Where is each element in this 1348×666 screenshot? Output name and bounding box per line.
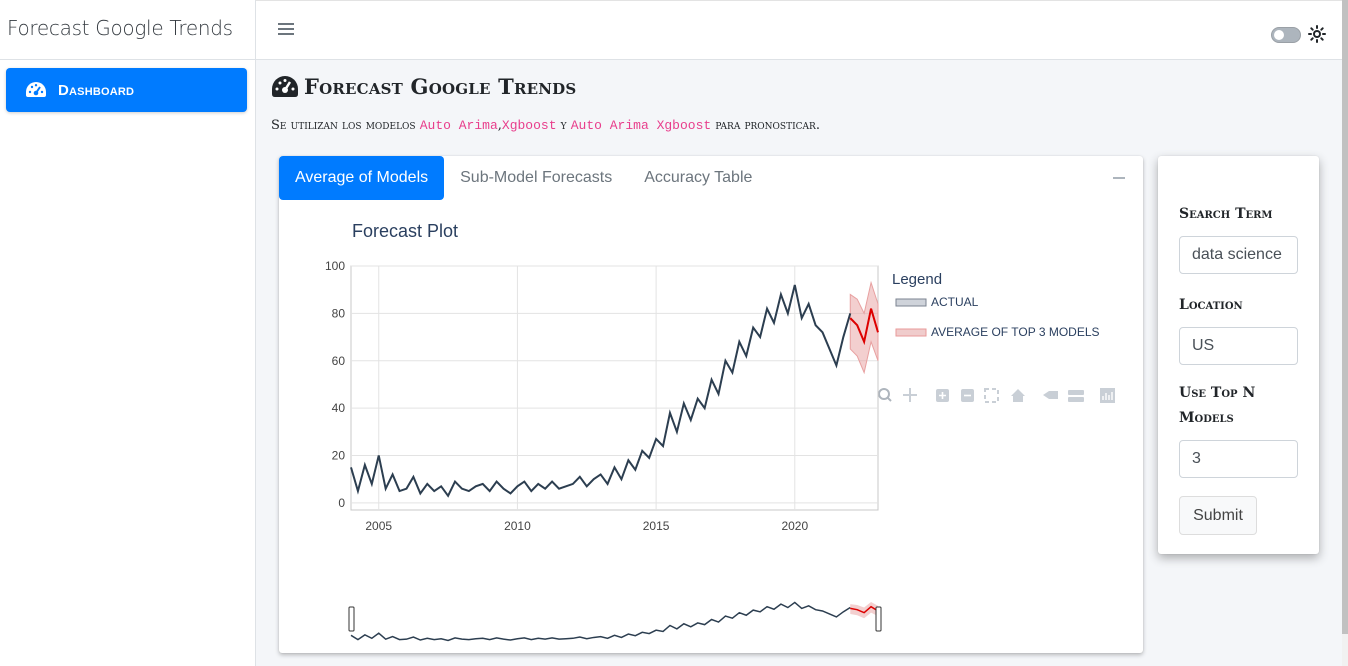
- page-header: Forecast Google Trends: [271, 74, 576, 99]
- home-icon[interactable]: [1011, 389, 1025, 402]
- subtitle-separator: ,: [497, 118, 502, 133]
- legend-item-average[interactable]: AVERAGE OF TOP 3 MODELS: [895, 325, 1100, 339]
- tab-bar: Average of Models Sub-Model Forecasts Ac…: [279, 156, 768, 200]
- tab-accuracy-table[interactable]: Accuracy Table: [644, 169, 753, 186]
- forecast-series-line: [849, 308, 879, 346]
- actual-series-line: [350, 284, 852, 498]
- x-tick-label: 2010: [504, 519, 531, 533]
- location-input[interactable]: [1179, 327, 1298, 365]
- top-n-input[interactable]: [1179, 440, 1298, 478]
- form-card: Search Term Location Use Top N Models Su…: [1158, 156, 1319, 554]
- brand-title[interactable]: Forecast Google Trends: [0, 0, 255, 60]
- sidebar-item-dashboard[interactable]: Dashboard: [6, 68, 247, 112]
- range-slider-actual-line: [350, 601, 851, 642]
- chart-modebar: [846, 388, 1115, 403]
- pan-icon[interactable]: [903, 388, 917, 402]
- x-tick-label: 2020: [781, 519, 808, 533]
- top-n-label: Use Top N Models: [1179, 381, 1255, 431]
- tab-average-of-models[interactable]: Average of Models: [279, 156, 445, 200]
- page-title: Forecast Google Trends: [304, 74, 577, 99]
- sidebar: Forecast Google Trends Dashboard: [0, 0, 256, 666]
- range-slider-forecast-line: [850, 605, 879, 614]
- spike-lines-icon[interactable]: [1043, 391, 1058, 399]
- legend-label-average: AVERAGE OF TOP 3 MODELS: [931, 325, 1100, 339]
- zoom-icon[interactable]: [878, 388, 892, 402]
- subtitle-suffix: para pronosticar.: [715, 118, 820, 133]
- legend-swatch-average: [895, 328, 927, 337]
- plotly-logo-icon[interactable]: [1100, 388, 1115, 403]
- y-tick-label: 40: [332, 401, 346, 415]
- legend-swatch-actual: [895, 298, 927, 307]
- legend-label-actual: ACTUAL: [931, 295, 979, 309]
- plot-area: [350, 280, 879, 498]
- chart-legend: Legend ACTUAL AVERAGE OF TOP 3 MODELS: [892, 271, 1100, 339]
- x-tick-label: 2015: [643, 519, 670, 533]
- y-tick-label: 80: [332, 306, 346, 320]
- model-name-1: Auto Arima: [419, 118, 498, 133]
- forecast-confidence-band: [849, 280, 879, 375]
- subtitle-separator: y: [560, 118, 567, 133]
- page-subtitle: Se utilizan los modelos Auto Arima,Xgboo…: [271, 118, 820, 133]
- range-slider[interactable]: [348, 598, 882, 644]
- y-tick-label: 0: [338, 496, 345, 510]
- top-n-label-line1: Use Top N: [1179, 385, 1256, 401]
- zoom-in-icon[interactable]: [936, 389, 949, 402]
- chart-title: Forecast Plot: [352, 221, 458, 241]
- sidebar-item-label: Dashboard: [58, 81, 135, 99]
- compare-icon[interactable]: [1068, 390, 1084, 402]
- forecast-card: Average of Models Sub-Model Forecasts Ac…: [279, 156, 1143, 653]
- hamburger-icon[interactable]: [278, 20, 294, 40]
- page-scrollbar[interactable]: [1342, 0, 1348, 666]
- legend-item-actual[interactable]: ACTUAL: [895, 295, 979, 309]
- y-tick-label: 20: [332, 449, 346, 463]
- y-tick-label: 100: [325, 259, 345, 273]
- autoscale-icon[interactable]: [984, 388, 999, 403]
- subtitle-prefix: Se utilizan los modelos: [271, 118, 416, 133]
- tachometer-icon: [26, 82, 46, 97]
- submit-button[interactable]: Submit: [1179, 496, 1257, 535]
- y-axis-ticks: 0 20 40 60 80 100: [325, 259, 345, 510]
- legend-title: Legend: [892, 271, 942, 288]
- search-term-label: Search Term: [1179, 206, 1273, 222]
- range-slider-handle-left[interactable]: [348, 606, 355, 632]
- x-tick-label: 2005: [365, 519, 392, 533]
- sun-icon[interactable]: [1308, 25, 1326, 43]
- model-name-2: Xgboost: [501, 118, 557, 133]
- top-navbar: [256, 0, 1342, 60]
- model-name-3: Auto Arima Xgboost: [570, 118, 712, 133]
- top-n-label-line2: Models: [1179, 410, 1234, 426]
- location-label: Location: [1179, 297, 1243, 313]
- x-axis-ticks: 2005 2010 2015 2020: [365, 519, 808, 533]
- y-tick-label: 60: [332, 354, 346, 368]
- tachometer-icon: [272, 75, 298, 97]
- theme-toggle[interactable]: [1271, 27, 1301, 43]
- collapse-icon[interactable]: [1113, 177, 1125, 179]
- range-slider-handle-right[interactable]: [875, 606, 882, 632]
- search-term-input[interactable]: [1179, 236, 1298, 274]
- zoom-out-icon[interactable]: [961, 389, 974, 402]
- tab-sub-model-forecasts[interactable]: Sub-Model Forecasts: [460, 169, 613, 186]
